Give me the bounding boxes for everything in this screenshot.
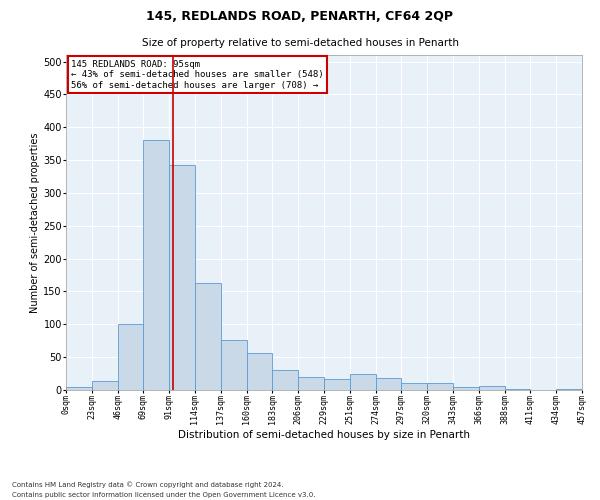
Bar [195, 283, 221, 390]
Text: Size of property relative to semi-detached houses in Penarth: Size of property relative to semi-detach… [142, 38, 458, 48]
Text: 145, REDLANDS ROAD, PENARTH, CF64 2QP: 145, REDLANDS ROAD, PENARTH, CF64 2QP [146, 10, 454, 23]
X-axis label: Distribution of semi-detached houses by size in Penarth: Distribution of semi-detached houses by … [178, 430, 470, 440]
Text: Contains HM Land Registry data © Crown copyright and database right 2024.: Contains HM Land Registry data © Crown c… [12, 481, 284, 488]
Bar [66, 386, 92, 390]
Bar [505, 388, 530, 390]
Bar [298, 377, 324, 390]
Bar [350, 374, 376, 390]
Bar [401, 384, 427, 390]
Bar [221, 340, 247, 390]
Text: 145 REDLANDS ROAD: 95sqm
← 43% of semi-detached houses are smaller (548)
56% of : 145 REDLANDS ROAD: 95sqm ← 43% of semi-d… [71, 60, 324, 90]
Bar [453, 386, 479, 390]
Bar [427, 383, 453, 390]
Bar [272, 370, 298, 390]
Bar [556, 388, 582, 390]
Bar [118, 324, 143, 390]
Bar [376, 378, 401, 390]
Text: Contains public sector information licensed under the Open Government Licence v3: Contains public sector information licen… [12, 492, 316, 498]
Bar [169, 164, 195, 390]
Bar [324, 379, 350, 390]
Bar [92, 382, 118, 390]
Bar [479, 386, 505, 390]
Bar [247, 352, 272, 390]
Bar [143, 140, 169, 390]
Y-axis label: Number of semi-detached properties: Number of semi-detached properties [31, 132, 40, 313]
